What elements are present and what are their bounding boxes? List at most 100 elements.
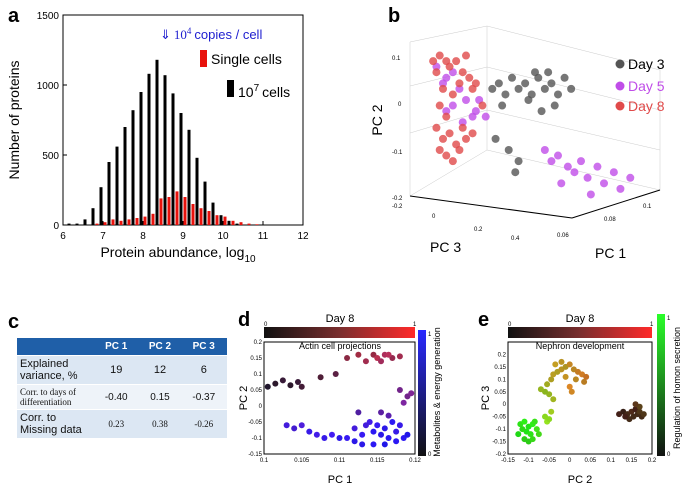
point-day5: [554, 151, 562, 160]
point-day8: [432, 68, 441, 77]
point-day3: [547, 79, 556, 88]
x-tick-label: 10: [217, 231, 229, 242]
point-day8: [478, 101, 487, 110]
table-cell: -0.40: [93, 384, 140, 410]
panel-b-3d-scatter: 0.1 0 -0.1 -0.2 -0.2 0 0.2 0.4 0.06 0.08…: [369, 25, 665, 261]
panel-e-scatter: Day 8 0 1 Nephron development 1 0 Regula…: [480, 313, 682, 486]
point-day5: [557, 179, 566, 188]
legend-label-day5: Day 5: [628, 78, 665, 94]
y-tick-label: -0.05: [492, 415, 506, 421]
panel-b-grid: [486, 109, 661, 151]
panel-d-side-tick: 1: [428, 332, 432, 338]
point-day3: [491, 134, 500, 143]
scatter-point: [344, 355, 351, 361]
scatter-point: [317, 374, 324, 381]
table-header-cell: [17, 338, 93, 356]
scatter-point: [374, 422, 381, 429]
y-tick-label: 500: [42, 151, 59, 162]
y-tick-label: 0.15: [250, 356, 262, 362]
point-day3: [531, 68, 539, 77]
point-day3: [537, 107, 546, 116]
scatter-point: [351, 425, 358, 432]
x-tick-label: 0: [568, 458, 572, 464]
point-day3: [524, 96, 533, 104]
scatter-point: [362, 422, 369, 429]
table-cell: -0.37: [180, 384, 227, 410]
y-tick-label: -0.15: [492, 440, 506, 446]
scatter-point: [385, 435, 392, 441]
scatter-point: [298, 422, 305, 429]
scatter-point: [535, 431, 542, 438]
panel-b-tick-pc1: 0.06: [557, 233, 569, 239]
scatter-point: [562, 373, 569, 380]
scatter-point: [548, 376, 555, 383]
panel-b-tick-pc2: -0.2: [392, 204, 403, 210]
x-tick-label: 0.1: [260, 458, 269, 464]
panel-label-c: c: [8, 311, 19, 333]
panel-d-colorbar-tick: 0: [264, 322, 268, 328]
y-tick-label: 0.1: [254, 372, 263, 378]
point-day5: [563, 162, 572, 171]
scatter-point: [400, 399, 407, 406]
point-day8: [452, 57, 461, 66]
bar-bulk-cells: [227, 220, 231, 225]
bar-single-cells: [103, 222, 107, 225]
scatter-point: [272, 380, 279, 387]
panel-a-frame: [62, 14, 304, 226]
x-tick-label: -0.1: [523, 458, 534, 464]
scatter-point: [640, 411, 647, 418]
x-tick-label: 12: [297, 231, 309, 242]
x-tick-label: 0.115: [370, 458, 385, 464]
scatter-point: [359, 441, 366, 448]
scatter-point: [370, 428, 377, 435]
panel-label-a: a: [8, 5, 20, 27]
scatter-point: [385, 412, 392, 419]
legend-marker-day5: [615, 81, 625, 91]
bar-bulk-cells: [83, 219, 87, 225]
table-row-label: Corr. to Missing data: [17, 409, 93, 438]
y-tick-label: 0.15: [494, 365, 506, 371]
bar-bulk-cells: [179, 113, 183, 225]
x-tick-label: 0.15: [626, 458, 638, 464]
panel-b-tick-pc2: -0.2: [392, 196, 403, 202]
scatter-point: [294, 379, 301, 385]
point-day8: [435, 101, 444, 110]
x-tick-label: 8: [140, 231, 146, 242]
panel-a-xlabel: Protein abundance, log10: [100, 244, 256, 265]
scatter-point: [396, 353, 403, 360]
bar-bulk-cells: [211, 202, 215, 225]
table-header-cell: PC 2: [139, 338, 181, 356]
y-tick-label: 0: [53, 221, 59, 232]
panel-b-tick-pc1: 0.1: [643, 204, 652, 210]
table-cell: 19: [93, 355, 140, 385]
point-day3: [504, 146, 513, 154]
point-day5: [583, 173, 592, 182]
bar-single-cells: [239, 222, 243, 225]
point-day3: [511, 168, 520, 177]
point-day3: [494, 79, 503, 88]
scatter-point: [381, 441, 388, 448]
point-day5: [593, 162, 602, 171]
y-tick-label: 0.05: [494, 390, 506, 396]
panel-d-xlabel: PC 1: [328, 474, 352, 486]
table-row-label: Corr. to days of differentiation: [17, 384, 93, 410]
x-tick-label: 0.105: [294, 458, 310, 464]
scatter-point: [632, 401, 639, 408]
bar-single-cells: [151, 213, 155, 225]
scatter-point: [581, 378, 588, 385]
panel-d-side-label: Metabolites & energy generation: [432, 327, 442, 457]
table-row: Corr. to days of differentiation -0.40 0.…: [17, 384, 227, 410]
scatter-point: [396, 422, 403, 429]
scatter-point: [332, 371, 339, 377]
point-day5: [442, 107, 451, 116]
table-cell: 0.38: [139, 409, 181, 438]
panel-b-tick-pc1: 0.08: [604, 217, 616, 223]
point-day3: [554, 90, 562, 99]
point-day8: [468, 129, 477, 138]
scatter-point: [529, 436, 536, 443]
point-day8: [448, 90, 457, 99]
scatter-point: [622, 413, 629, 420]
table-cell: 0.15: [139, 384, 181, 410]
point-day8: [429, 57, 438, 66]
